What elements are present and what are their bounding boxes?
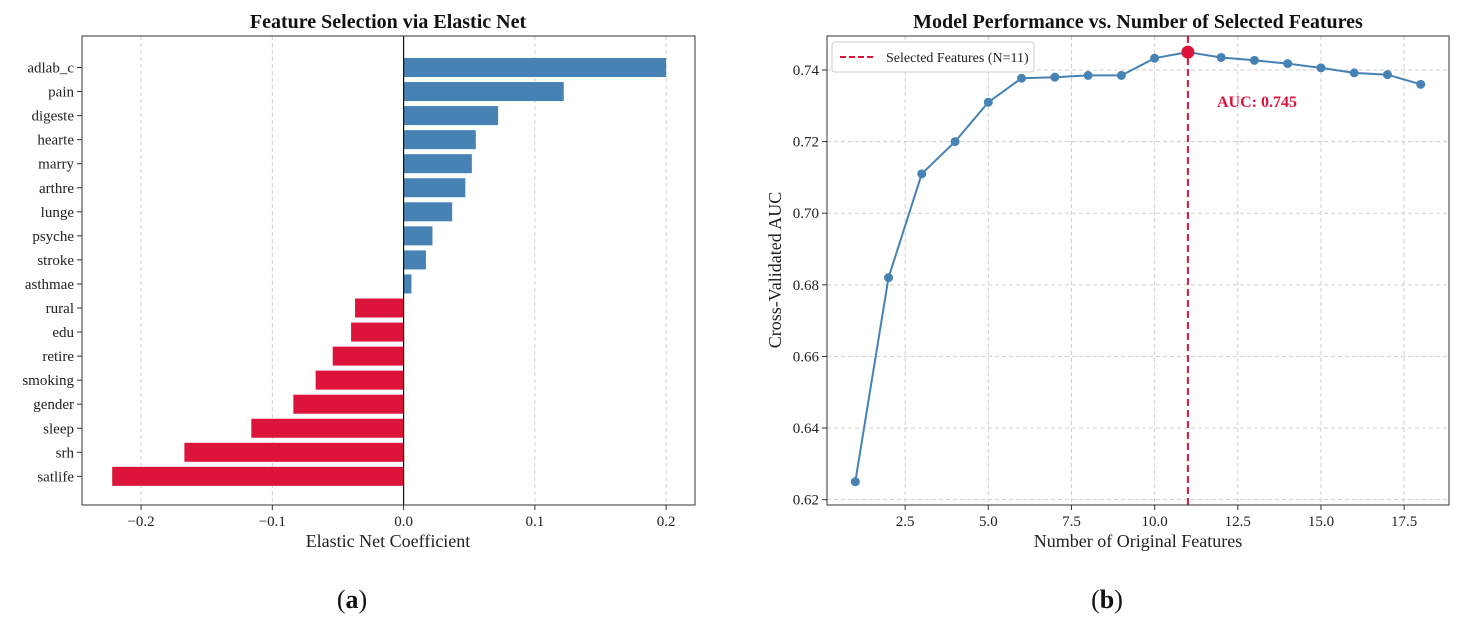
chart-a-category-label: edu bbox=[52, 325, 74, 341]
chart-b-x-tick-label: 12.5 bbox=[1225, 514, 1251, 530]
chart-a-category-label: rural bbox=[46, 301, 74, 317]
chart-a-bar-satlife bbox=[112, 466, 404, 486]
chart-a-x-axis-label: Elastic Net Coefficient bbox=[306, 531, 471, 551]
chart-a-bar-arthre bbox=[403, 178, 466, 198]
chart-b-x-axis-label: Number of Original Features bbox=[1034, 531, 1242, 551]
chart-b-auc-annotation: AUC: 0.745 bbox=[1217, 94, 1297, 111]
chart-b-point bbox=[1050, 72, 1060, 82]
chart-a-category-label: marry bbox=[38, 157, 74, 173]
chart-b-point bbox=[1216, 52, 1226, 62]
chart-a-x-tick-label: 0.1 bbox=[525, 514, 544, 530]
panel-a-bar-chart: Feature Selection via Elastic Net adlab_… bbox=[22, 11, 696, 614]
chart-b-point bbox=[1416, 79, 1426, 89]
chart-b-y-tick-label: 0.66 bbox=[793, 349, 820, 365]
chart-a-category-label: adlab_c bbox=[27, 61, 74, 77]
chart-a-x-tick-label: −0.1 bbox=[259, 514, 286, 530]
chart-b-point bbox=[1283, 59, 1293, 69]
chart-a-bars bbox=[112, 58, 667, 486]
chart-b-point bbox=[917, 169, 927, 179]
chart-b-y-tick-labels: 0.62 0.64 0.66 0.68 0.70 0.72 0.74 bbox=[793, 63, 827, 509]
chart-a-bar-marry bbox=[403, 154, 472, 174]
panel-a-label: (a) bbox=[337, 585, 367, 614]
chart-a-x-tick-label: −0.2 bbox=[127, 514, 154, 530]
chart-a-bar-gender bbox=[293, 394, 404, 414]
panel-b-label: (b) bbox=[1091, 585, 1123, 614]
chart-a-bar-sleep bbox=[251, 418, 404, 438]
chart-a-category-label: lunge bbox=[41, 205, 75, 221]
panel-b-line-chart: Model Performance vs. Number of Selected… bbox=[765, 11, 1450, 614]
chart-b-grid bbox=[827, 36, 1449, 505]
chart-b-point bbox=[850, 477, 860, 487]
chart-a-bar-digeste bbox=[403, 106, 499, 126]
chart-b-y-tick-label: 0.68 bbox=[793, 278, 819, 294]
chart-b-point bbox=[1150, 53, 1160, 63]
chart-a-category-label: srh bbox=[56, 445, 75, 461]
chart-a-category-label: asthmae bbox=[25, 277, 74, 293]
chart-a-category-label: psyche bbox=[32, 229, 74, 245]
chart-a-bar-srh bbox=[184, 442, 404, 462]
chart-a-bar-asthmae bbox=[403, 274, 412, 294]
chart-b-point bbox=[1116, 70, 1126, 80]
chart-a-bar-adlab_c bbox=[403, 58, 667, 77]
chart-a-title: Feature Selection via Elastic Net bbox=[250, 11, 527, 33]
chart-b-x-tick-label: 17.5 bbox=[1391, 514, 1417, 530]
chart-b-point bbox=[1083, 70, 1093, 80]
chart-a-category-label: retire bbox=[42, 349, 74, 365]
chart-b-x-tick-label: 7.5 bbox=[1062, 514, 1081, 530]
chart-a-bar-lunge bbox=[403, 202, 453, 222]
chart-b-highlight-point bbox=[1181, 45, 1195, 59]
chart-a-x-tick-labels: −0.2 −0.1 0.0 0.1 0.2 bbox=[127, 505, 675, 530]
chart-a-category-label: satlife bbox=[37, 469, 74, 485]
chart-b-point bbox=[1249, 55, 1259, 65]
chart-a-bar-smoking bbox=[315, 370, 404, 390]
chart-a-bar-edu bbox=[351, 322, 404, 342]
chart-b-y-tick-label: 0.74 bbox=[793, 63, 820, 79]
chart-b-x-tick-label: 2.5 bbox=[896, 514, 915, 530]
chart-a-bar-rural bbox=[355, 298, 404, 318]
chart-a-category-label: smoking bbox=[22, 373, 74, 389]
chart-a-bar-retire bbox=[332, 346, 404, 366]
chart-b-point bbox=[1382, 70, 1392, 80]
chart-b-point bbox=[884, 273, 894, 283]
chart-a-bar-psyche bbox=[403, 226, 433, 246]
chart-b-y-axis-label: Cross-Validated AUC bbox=[765, 192, 785, 349]
chart-b-y-tick-label: 0.72 bbox=[793, 135, 819, 151]
chart-b-y-tick-label: 0.62 bbox=[793, 493, 819, 509]
chart-a-category-label: digeste bbox=[32, 109, 75, 125]
chart-a-category-label: sleep bbox=[43, 421, 74, 437]
chart-b-legend-box bbox=[831, 41, 1035, 73]
panel-a-letter: a bbox=[346, 585, 359, 614]
chart-a-bar-stroke bbox=[403, 250, 426, 270]
chart-b-plot-frame bbox=[826, 35, 1450, 506]
chart-a-x-tick-label: 0.0 bbox=[394, 514, 413, 530]
chart-b-x-tick-label: 10.0 bbox=[1142, 514, 1168, 530]
chart-b-point bbox=[1316, 63, 1326, 73]
chart-b-point bbox=[983, 97, 993, 107]
chart-b-x-tick-label: 15.0 bbox=[1308, 514, 1334, 530]
chart-b-x-tick-label: 5.0 bbox=[979, 514, 998, 530]
chart-b-y-tick-label: 0.70 bbox=[793, 206, 819, 222]
chart-a-category-label: hearte bbox=[37, 133, 74, 149]
chart-a-bar-hearte bbox=[403, 130, 476, 150]
chart-a-category-label: pain bbox=[48, 85, 74, 101]
chart-b-x-tick-labels: 2.5 5.0 7.5 10.0 12.5 15.0 17.5 bbox=[896, 505, 1417, 530]
chart-b-points bbox=[850, 47, 1426, 487]
chart-b-point bbox=[950, 137, 960, 147]
chart-a-category-label: gender bbox=[33, 397, 74, 413]
chart-b-legend: Selected Features (N=11) bbox=[831, 41, 1035, 73]
chart-a-x-tick-label: 0.2 bbox=[657, 514, 676, 530]
chart-b-point bbox=[1349, 68, 1359, 78]
chart-b-y-tick-label: 0.64 bbox=[793, 421, 820, 437]
chart-a-plot-frame bbox=[81, 35, 696, 506]
chart-a-category-label: stroke bbox=[37, 253, 74, 269]
chart-a-bar-pain bbox=[403, 82, 564, 102]
chart-b-series-line bbox=[854, 51, 1421, 482]
panel-b-letter: b bbox=[1100, 585, 1114, 614]
chart-b-point bbox=[1017, 73, 1027, 83]
chart-a-category-label: arthre bbox=[39, 181, 74, 197]
chart-b-legend-label: Selected Features (N=11) bbox=[886, 51, 1029, 66]
chart-b-title: Model Performance vs. Number of Selected… bbox=[913, 11, 1363, 33]
